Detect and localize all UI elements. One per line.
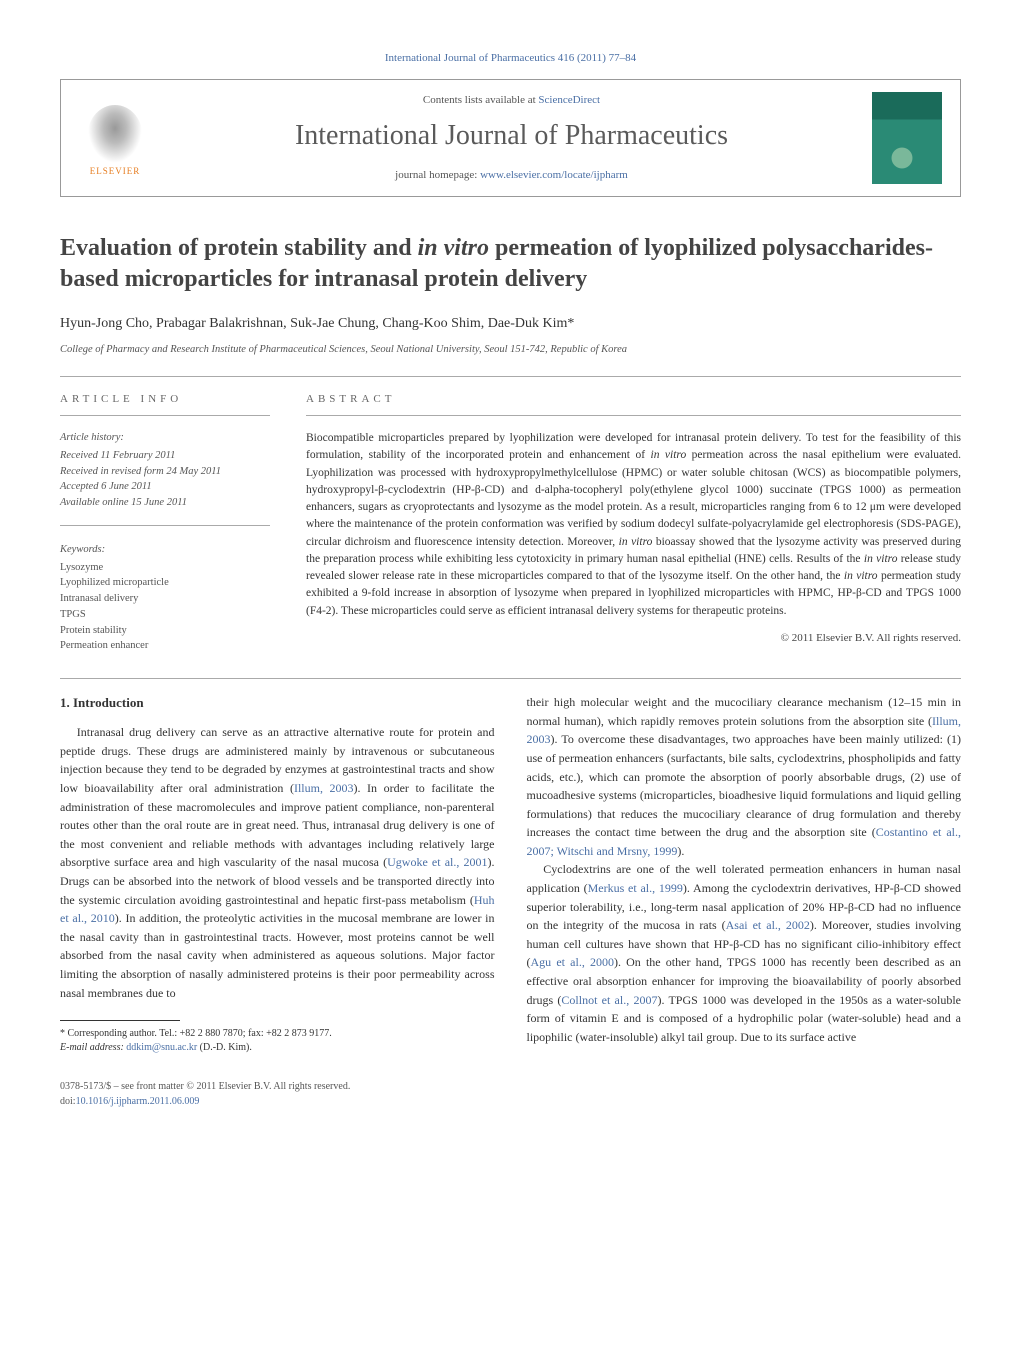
affiliation: College of Pharmacy and Research Institu… (60, 342, 961, 358)
publisher-name: ELSEVIER (90, 165, 141, 179)
footnote-corr: * Corresponding author. Tel.: +82 2 880 … (60, 1027, 495, 1041)
body-paragraph: Intranasal drug delivery can serve as an… (60, 723, 495, 1002)
abstract-copyright: © 2011 Elsevier B.V. All rights reserved… (306, 630, 961, 647)
abstract-col: abstract Biocompatible microparticles pr… (306, 391, 961, 655)
journal-title: International Journal of Pharmaceutics (167, 115, 856, 157)
history-line: Received in revised form 24 May 2011 (60, 466, 221, 477)
homepage-link[interactable]: www.elsevier.com/locate/ijpharm (480, 169, 628, 181)
keyword: Permeation enhancer (60, 640, 148, 651)
contents-available: Contents lists available at ScienceDirec… (167, 92, 856, 109)
journal-homepage: journal homepage: www.elsevier.com/locat… (167, 167, 856, 184)
homepage-prefix: journal homepage: (395, 169, 480, 181)
doi-prefix: doi: (60, 1096, 76, 1107)
history-line: Available online 15 June 2011 (60, 497, 187, 508)
body-paragraph: Cyclodextrins are one of the well tolera… (527, 860, 962, 1046)
separator-rule (60, 525, 270, 526)
section-number: 1. (60, 695, 70, 710)
history-label: Article history: (60, 430, 270, 446)
keyword: TPGS (60, 609, 86, 620)
author-list: Hyun-Jong Cho, Prabagar Balakrishnan, Su… (60, 313, 961, 334)
article-info-col: article info Article history: Received 1… (60, 391, 270, 655)
contents-prefix: Contents lists available at (423, 94, 538, 106)
elsevier-tree-icon (88, 105, 142, 163)
separator-rule (60, 678, 961, 679)
sciencedirect-link[interactable]: ScienceDirect (538, 94, 600, 106)
keyword: Lysozyme (60, 562, 103, 573)
citation-line: International Journal of Pharmaceutics 4… (60, 50, 961, 67)
body-col-right: their high molecular weight and the muco… (527, 693, 962, 1055)
history-line: Received 11 February 2011 (60, 450, 175, 461)
publisher-logo: ELSEVIER (79, 97, 151, 179)
separator-rule (60, 415, 270, 416)
email-label: E-mail address: (60, 1042, 126, 1053)
footer-copyright: 0378-5173/$ – see front matter © 2011 El… (60, 1079, 350, 1094)
article-info-label: article info (60, 391, 270, 408)
separator-rule (306, 415, 961, 416)
page-footer: 0378-5173/$ – see front matter © 2011 El… (60, 1079, 961, 1109)
keyword: Lyophilized microparticle (60, 577, 169, 588)
keyword: Protein stability (60, 625, 127, 636)
keywords-list: Lysozyme Lyophilized microparticle Intra… (60, 560, 270, 655)
body-col-left: 1. Introduction Intranasal drug delivery… (60, 693, 495, 1055)
article-title: Evaluation of protein stability and in v… (60, 233, 961, 295)
header-center: Contents lists available at ScienceDirec… (167, 92, 856, 183)
email-link[interactable]: ddkim@snu.ac.kr (126, 1042, 197, 1053)
footnote-email-line: E-mail address: ddkim@snu.ac.kr (D.-D. K… (60, 1041, 495, 1055)
email-suffix: (D.-D. Kim). (197, 1042, 252, 1053)
section-heading: 1. Introduction (60, 693, 495, 713)
page-root: International Journal of Pharmaceutics 4… (0, 0, 1021, 1159)
doi-link[interactable]: 10.1016/j.ijpharm.2011.06.009 (76, 1096, 200, 1107)
corresponding-footnote: * Corresponding author. Tel.: +82 2 880 … (60, 1027, 495, 1055)
history-line: Accepted 6 June 2011 (60, 481, 152, 492)
footnote-rule (60, 1020, 180, 1021)
journal-cover-icon (872, 92, 942, 184)
separator-rule (60, 376, 961, 377)
journal-header: ELSEVIER Contents lists available at Sci… (60, 79, 961, 197)
section-title: Introduction (73, 695, 144, 710)
body-two-column: 1. Introduction Intranasal drug delivery… (60, 693, 961, 1055)
article-info-abstract-row: article info Article history: Received 1… (60, 391, 961, 655)
footer-left: 0378-5173/$ – see front matter © 2011 El… (60, 1079, 350, 1109)
body-paragraph: their high molecular weight and the muco… (527, 693, 962, 860)
keyword: Intranasal delivery (60, 593, 138, 604)
abstract-label: abstract (306, 391, 961, 408)
footer-doi-line: doi:10.1016/j.ijpharm.2011.06.009 (60, 1094, 350, 1109)
article-history: Article history: Received 11 February 20… (60, 430, 270, 511)
keywords-label: Keywords: (60, 542, 270, 558)
abstract-text: Biocompatible microparticles prepared by… (306, 430, 961, 620)
